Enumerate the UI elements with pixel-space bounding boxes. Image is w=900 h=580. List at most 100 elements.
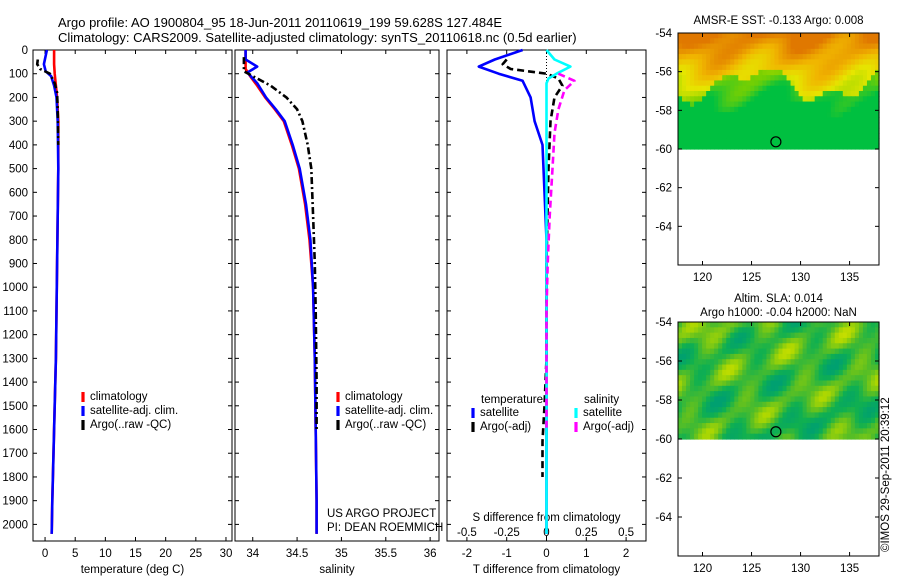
heatmap-cell <box>766 54 772 60</box>
heatmap-cell <box>710 375 715 382</box>
heatmap-cell <box>730 59 735 66</box>
heatmap-cell <box>678 38 683 45</box>
heatmap-cell <box>814 359 820 366</box>
heatmap-cell <box>698 385 703 392</box>
heatmap-cell <box>818 401 824 408</box>
legend-label: climatology <box>345 391 403 403</box>
heatmap-cell <box>834 112 840 118</box>
y-tick-label: -54 <box>655 317 672 329</box>
heatmap-cell <box>874 359 880 366</box>
heatmap-cell <box>762 380 768 387</box>
heatmap-cell <box>770 391 776 398</box>
heatmap-cell <box>862 348 868 355</box>
heatmap-cell <box>734 33 739 39</box>
heatmap-cell <box>754 385 759 392</box>
heatmap-cell <box>710 428 715 435</box>
heatmap-cell <box>866 117 872 124</box>
heatmap-cell <box>702 38 707 45</box>
heatmap-cell <box>702 385 707 392</box>
heatmap-cell <box>762 48 768 55</box>
heatmap-cell <box>738 353 743 360</box>
heatmap-cell <box>678 322 683 328</box>
heatmap-cell <box>798 143 804 150</box>
heatmap-cell <box>702 364 707 371</box>
heatmap-cell <box>850 359 856 366</box>
heatmap-cell <box>702 343 707 350</box>
heatmap-cell <box>774 75 780 82</box>
heatmap-cell <box>782 127 788 134</box>
heatmap-cell <box>730 80 735 87</box>
heatmap-cell <box>738 80 743 87</box>
heatmap-cell <box>790 385 796 392</box>
heatmap-cell <box>734 359 739 366</box>
heatmap-cell <box>818 428 824 435</box>
y-tick-label: 300 <box>9 116 28 128</box>
heatmap-cell <box>734 337 739 344</box>
heatmap-cell <box>722 407 727 414</box>
heatmap-cell <box>786 343 792 350</box>
heatmap-cell <box>750 433 755 440</box>
heatmap-cell <box>814 80 820 87</box>
heatmap-cell <box>826 59 832 66</box>
heatmap-cell <box>758 369 764 376</box>
heatmap-cell <box>698 391 703 398</box>
heatmap-cell <box>762 412 768 419</box>
heatmap-cell <box>770 75 776 82</box>
heatmap-cell <box>734 91 739 97</box>
heatmap-cell <box>786 48 792 55</box>
heatmap-cell <box>698 133 703 140</box>
heatmap-cell <box>774 138 780 145</box>
heatmap-cell <box>794 38 800 45</box>
heatmap-cell <box>874 423 880 429</box>
heatmap-cell <box>746 117 751 124</box>
heatmap-cell <box>738 43 743 50</box>
heatmap-cell <box>734 417 739 424</box>
heatmap-cell <box>782 369 788 376</box>
heatmap-cell <box>746 85 751 92</box>
heatmap-cell <box>874 332 880 339</box>
heatmap-cell <box>766 85 772 92</box>
heatmap-cell <box>818 412 824 419</box>
heatmap-cell <box>690 143 695 150</box>
heatmap-cell <box>754 91 759 97</box>
y-tick-label: -64 <box>655 221 672 233</box>
heatmap-cell <box>730 127 735 134</box>
heatmap-cell <box>790 423 796 429</box>
heatmap-cell <box>762 43 768 50</box>
heatmap-cell <box>794 143 800 150</box>
heatmap-cell <box>810 143 816 150</box>
heatmap-cell <box>710 332 715 339</box>
heatmap-cell <box>766 407 772 414</box>
heatmap-cell <box>866 133 872 140</box>
heatmap-cell <box>730 348 735 355</box>
y-tick-label: -60 <box>655 144 672 156</box>
heatmap-cell <box>830 80 836 87</box>
heatmap-cell <box>714 43 719 50</box>
heatmap-cell <box>766 428 772 435</box>
heatmap-cell <box>838 54 844 60</box>
heatmap-cell <box>770 122 776 129</box>
heatmap-cell <box>802 428 808 435</box>
heatmap-cell <box>770 364 776 371</box>
heatmap-cell <box>874 433 880 440</box>
heatmap-cell <box>830 69 836 76</box>
heatmap-cell <box>818 348 824 355</box>
heatmap-cell <box>798 343 804 350</box>
heatmap-cell <box>814 133 820 140</box>
heatmap-cell <box>686 375 691 382</box>
heatmap-cell <box>746 391 751 398</box>
heatmap-cell <box>702 54 707 60</box>
heatmap-cell <box>718 85 723 92</box>
heatmap-cell <box>762 327 768 334</box>
heatmap-cell <box>806 396 812 403</box>
heatmap-cell <box>710 75 715 82</box>
heatmap-cell <box>842 375 848 382</box>
heatmap-cell <box>818 391 824 398</box>
heatmap-cell <box>850 407 856 414</box>
heatmap-cell <box>682 364 687 371</box>
heatmap-cell <box>854 80 860 87</box>
heatmap-cell <box>810 332 816 339</box>
heatmap-cell <box>694 96 699 103</box>
heatmap-cell <box>706 369 711 376</box>
heatmap-cell <box>750 391 755 398</box>
